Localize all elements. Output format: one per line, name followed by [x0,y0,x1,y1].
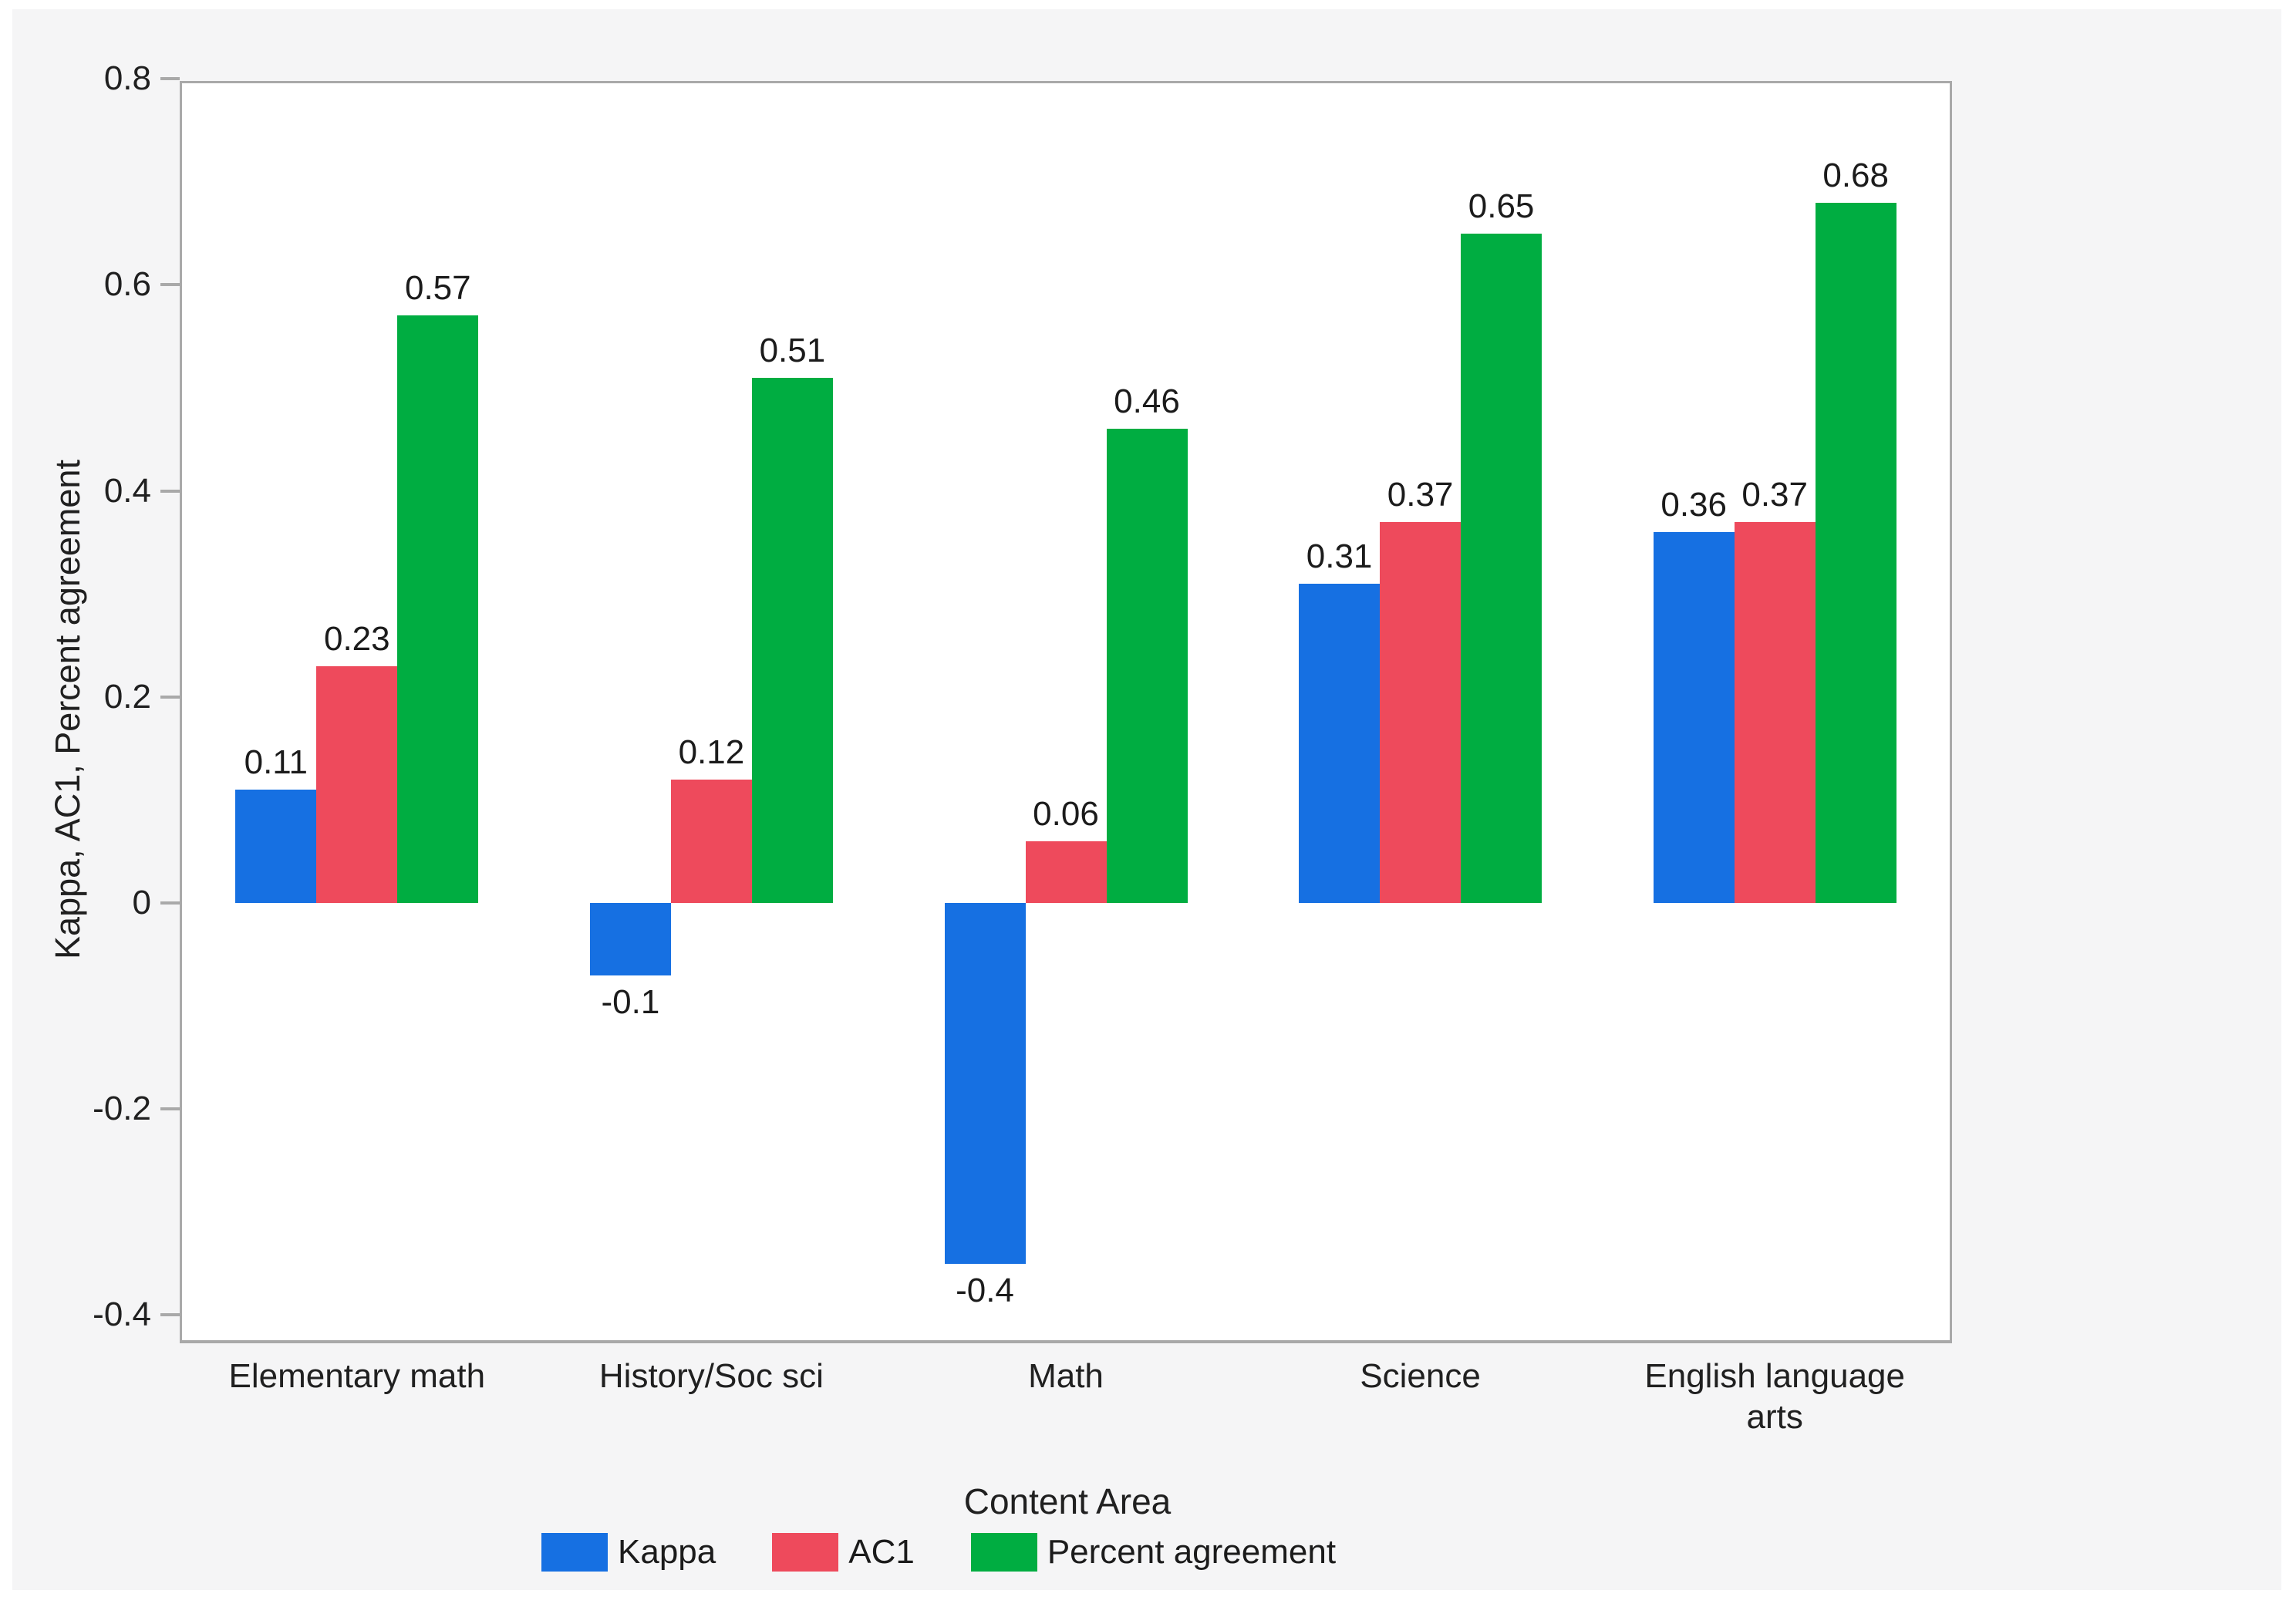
y-tick-label: 0 [132,884,151,921]
bar-value-label: 0.57 [404,269,471,308]
y-tick-mark [160,901,180,905]
legend-label: Percent agreement [1047,1533,1337,1571]
bar-value-label: 0.37 [1387,475,1454,514]
legend-swatch-percent-agreement [970,1533,1037,1572]
bar-value-label: 0.06 [1033,794,1099,833]
bar-kappa-science [1299,583,1381,903]
x-category-label-english-language-arts: English language arts [1644,1357,1905,1436]
bar-ac1-math [1025,841,1107,903]
bar-percent-agreement-elementary-math [397,315,479,903]
x-category-label-math: Math [1028,1357,1104,1395]
legend-swatch-ac1 [772,1533,839,1572]
y-tick-label: 0.8 [103,59,151,98]
bar-percent-agreement-history-soc-sci [751,377,833,903]
x-category-label-elementary-math: Elementary math [228,1357,486,1395]
y-tick-mark [160,77,180,81]
y-tick-mark [160,1107,180,1111]
bar-ac1-english-language-arts [1734,521,1816,903]
bar-value-label: 0.65 [1468,187,1535,225]
bar-value-label: 0.68 [1822,156,1889,194]
y-tick-mark [160,1313,180,1317]
y-tick-mark [160,695,180,699]
y-tick-label: -0.2 [93,1090,151,1128]
bar-kappa-elementary-math [235,790,317,903]
bar-value-label: 0.12 [678,733,745,771]
y-tick-label: 0.2 [103,677,151,716]
bar-value-label: 0.37 [1741,475,1808,514]
bar-ac1-history-soc-sci [670,779,752,903]
y-tick-mark [160,489,180,493]
legend-item-percent-agreement: Percent agreement [970,1533,1337,1572]
legend-label: AC1 [848,1533,915,1571]
bar-kappa-history-soc-sci [589,903,671,975]
x-category-label-history-soc-sci: History/Soc sci [598,1357,824,1395]
legend-label: Kappa [618,1533,716,1571]
y-tick-label: 0.6 [103,265,151,304]
bar-ac1-science [1380,521,1462,903]
x-category-label-science: Science [1360,1357,1481,1395]
legend-item-kappa: Kappa [541,1533,716,1572]
x-axis-title: Content Area [963,1481,1172,1521]
y-tick-mark [160,283,180,287]
bar-value-label: 0.46 [1114,382,1180,421]
bar-kappa-math [944,903,1026,1264]
legend: Kappa AC1 Percent agreement [541,1533,1336,1572]
bar-value-label: 0.36 [1660,486,1727,524]
bar-value-label: 0.31 [1306,537,1373,575]
bar-kappa-english-language-arts [1653,532,1735,903]
y-tick-label: -0.4 [93,1295,151,1334]
bar-percent-agreement-science [1461,233,1542,903]
legend-item-ac1: AC1 [772,1533,915,1572]
bar-value-label: 0.51 [759,331,826,369]
bar-value-label: -0.4 [956,1271,1014,1309]
bar-value-label: -0.1 [601,982,660,1021]
bar-value-label: 0.23 [323,619,390,658]
bar-percent-agreement-math [1106,429,1188,903]
legend-swatch-kappa [541,1533,608,1572]
bar-ac1-elementary-math [316,665,398,903]
bar-percent-agreement-english-language-arts [1815,202,1896,903]
y-tick-label: 0.4 [103,471,151,510]
bar-value-label: 0.11 [244,743,308,782]
